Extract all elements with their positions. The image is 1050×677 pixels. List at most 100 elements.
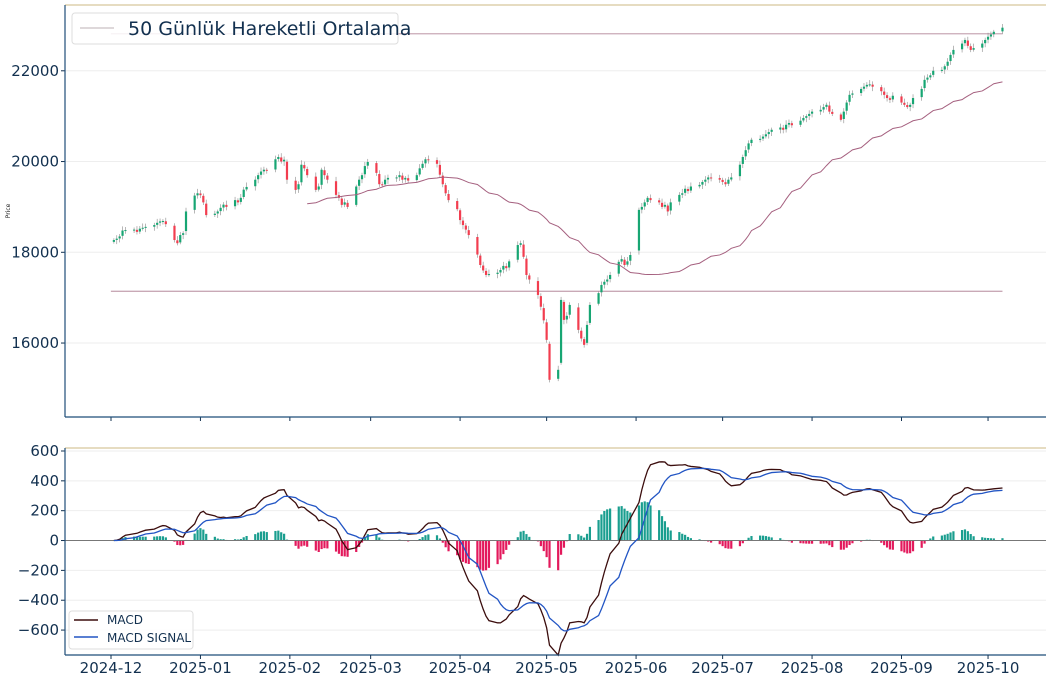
candle-up bbox=[404, 177, 407, 180]
histogram-bar bbox=[545, 540, 548, 558]
histogram-bar bbox=[144, 536, 147, 541]
candle-up bbox=[360, 175, 364, 180]
x-tick-label: 2025-09 bbox=[870, 659, 933, 677]
histogram-bar bbox=[447, 540, 450, 552]
histogram-bar bbox=[173, 540, 176, 542]
candle-up bbox=[343, 202, 346, 205]
candle-down bbox=[577, 307, 580, 330]
candle-down bbox=[583, 339, 586, 345]
histogram-bar bbox=[808, 540, 811, 544]
candle-down bbox=[548, 343, 551, 380]
candle-down bbox=[721, 179, 724, 182]
price-panel: 16000 18000 20000 22000 bbox=[11, 4, 1046, 421]
candle-up bbox=[184, 211, 188, 232]
candle-up bbox=[802, 117, 805, 121]
y-tick-label: 400 bbox=[30, 472, 59, 490]
candle-up bbox=[297, 184, 300, 190]
histogram-bar bbox=[923, 540, 926, 544]
candle-down bbox=[476, 236, 479, 255]
histogram-bar bbox=[666, 527, 669, 541]
candle-up bbox=[115, 238, 118, 240]
y-tick-label: 18000 bbox=[11, 243, 59, 261]
legend-macd-label: MACD bbox=[107, 613, 143, 627]
candle-down bbox=[314, 176, 317, 190]
histogram-bar bbox=[658, 510, 661, 541]
histogram-bar bbox=[992, 538, 995, 541]
candle-up bbox=[559, 299, 563, 363]
candle-down bbox=[623, 259, 626, 265]
histogram-bar bbox=[317, 540, 320, 553]
y-tick-label: 22000 bbox=[11, 62, 59, 80]
candle-up bbox=[519, 243, 522, 245]
histogram-bar bbox=[799, 540, 802, 544]
candle-up bbox=[842, 111, 845, 119]
histogram-bar bbox=[427, 534, 430, 541]
candle-up bbox=[213, 213, 216, 215]
histogram-bar bbox=[508, 540, 511, 545]
candle-up bbox=[366, 161, 369, 166]
histogram-bar bbox=[239, 538, 242, 541]
candle-up bbox=[678, 194, 681, 202]
histogram-bar bbox=[355, 540, 358, 552]
histogram-bar bbox=[637, 505, 641, 541]
x-tick-label: 2025-07 bbox=[691, 659, 754, 677]
histogram-bar bbox=[767, 536, 770, 541]
candle-up bbox=[848, 94, 851, 102]
histogram-bar bbox=[161, 536, 165, 541]
histogram-bar bbox=[375, 534, 378, 541]
histogram-bar bbox=[822, 540, 825, 544]
candle-down bbox=[326, 175, 329, 180]
candle-up bbox=[637, 209, 641, 251]
histogram-bar bbox=[557, 540, 560, 571]
histogram-bar bbox=[640, 502, 643, 541]
histogram-bar bbox=[132, 536, 136, 541]
histogram-bar bbox=[458, 540, 462, 560]
histogram-bar bbox=[306, 540, 309, 547]
candle-up bbox=[132, 229, 136, 231]
histogram-bar bbox=[603, 510, 606, 541]
histogram-bar bbox=[606, 509, 609, 541]
candle-down bbox=[505, 266, 508, 269]
candle-up bbox=[499, 269, 502, 273]
candle-up bbox=[932, 70, 935, 75]
candle-up bbox=[862, 86, 866, 89]
candle-up bbox=[179, 235, 182, 243]
candle-down bbox=[464, 225, 467, 230]
histogram-bar bbox=[825, 540, 828, 544]
candle-up bbox=[963, 39, 967, 44]
histogram-bar bbox=[323, 540, 326, 549]
histogram-bar bbox=[467, 540, 470, 564]
candle-up bbox=[949, 54, 952, 62]
candle-up bbox=[516, 245, 519, 260]
candle-up bbox=[929, 75, 932, 78]
histogram-bar bbox=[885, 540, 889, 548]
candle-up bbox=[620, 259, 623, 262]
candle-up bbox=[182, 233, 185, 235]
candle-up bbox=[222, 204, 225, 208]
candle-up bbox=[845, 102, 848, 111]
candle-down bbox=[346, 202, 349, 207]
histogram-bar bbox=[709, 540, 713, 543]
candle-up bbox=[825, 104, 828, 107]
x-tick-label: 2025-02 bbox=[259, 659, 322, 677]
histogram-bar bbox=[176, 540, 179, 546]
candle-down bbox=[381, 184, 384, 186]
candle-up bbox=[274, 159, 277, 170]
candle-down bbox=[164, 221, 167, 225]
candle-up bbox=[395, 177, 398, 179]
histogram-bar bbox=[828, 540, 831, 546]
candle-up bbox=[952, 49, 955, 55]
histogram-bar bbox=[1001, 538, 1004, 541]
candle-up bbox=[909, 104, 912, 107]
candle-up bbox=[981, 43, 984, 48]
histogram-bar bbox=[761, 535, 765, 541]
candle-down bbox=[294, 180, 297, 190]
candle-down bbox=[447, 193, 450, 201]
histogram-bar bbox=[277, 530, 280, 541]
candle-up bbox=[808, 113, 811, 116]
candle-down bbox=[883, 91, 886, 95]
histogram-bar bbox=[764, 536, 767, 541]
histogram-bar bbox=[456, 540, 459, 556]
moving-average-line bbox=[307, 81, 1003, 275]
histogram-bar bbox=[984, 537, 987, 541]
